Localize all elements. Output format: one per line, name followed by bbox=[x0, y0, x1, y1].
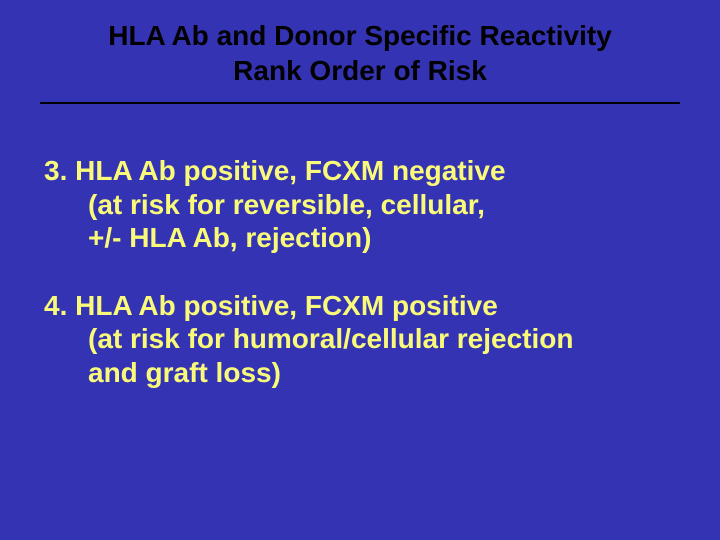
list-item: 4. HLA Ab positive, FCXM positive (at ri… bbox=[44, 289, 680, 390]
item-number: 3. bbox=[44, 155, 67, 186]
item-head-line: 3. HLA Ab positive, FCXM negative bbox=[44, 154, 680, 188]
list-item: 3. HLA Ab positive, FCXM negative (at ri… bbox=[44, 154, 680, 255]
slide-title: HLA Ab and Donor Specific Reactivity Ran… bbox=[40, 18, 680, 104]
slide: HLA Ab and Donor Specific Reactivity Ran… bbox=[0, 0, 720, 540]
item-head: HLA Ab positive, FCXM positive bbox=[75, 290, 498, 321]
item-head: HLA Ab positive, FCXM negative bbox=[75, 155, 505, 186]
item-sub-line-1: (at risk for reversible, cellular, bbox=[44, 188, 680, 222]
slide-body: 3. HLA Ab positive, FCXM negative (at ri… bbox=[40, 154, 680, 390]
item-sub-line-1: (at risk for humoral/cellular rejection bbox=[44, 322, 680, 356]
title-line-1: HLA Ab and Donor Specific Reactivity bbox=[70, 18, 650, 53]
item-head-line: 4. HLA Ab positive, FCXM positive bbox=[44, 289, 680, 323]
item-number: 4. bbox=[44, 290, 67, 321]
title-line-2: Rank Order of Risk bbox=[70, 53, 650, 88]
item-sub-line-2: +/- HLA Ab, rejection) bbox=[44, 221, 680, 255]
item-sub-line-2: and graft loss) bbox=[44, 356, 680, 390]
